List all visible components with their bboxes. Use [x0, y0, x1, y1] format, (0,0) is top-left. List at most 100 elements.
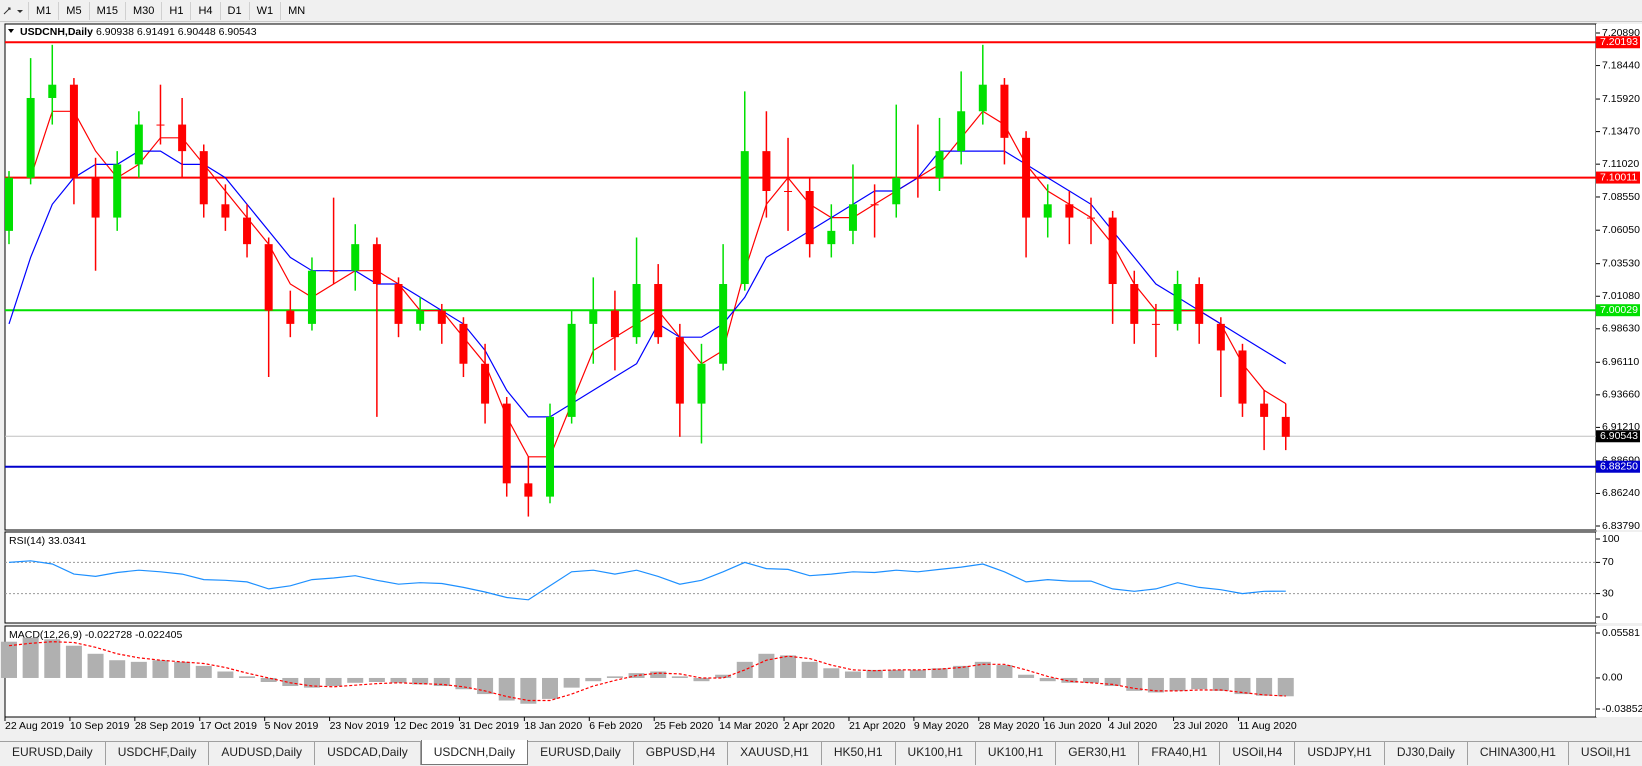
- symbol-tab[interactable]: FRA40,H1: [1139, 742, 1221, 765]
- macd-bar: [844, 671, 861, 678]
- macd-bar: [44, 639, 61, 678]
- symbol-tab[interactable]: UK100,H1: [896, 742, 976, 765]
- symbol-tab[interactable]: GER30,H1: [1056, 742, 1140, 765]
- timeframe-button[interactable]: W1: [248, 1, 281, 20]
- candle-body: [199, 151, 208, 205]
- candle-body: [178, 124, 187, 152]
- symbol-tab[interactable]: EURUSD,Daily: [528, 742, 634, 765]
- macd-bar: [715, 674, 732, 678]
- macd-bar: [390, 677, 407, 683]
- timeframe-button[interactable]: H4: [190, 1, 219, 20]
- candle-body: [437, 310, 446, 324]
- macd-bar: [1039, 677, 1056, 682]
- toolbar-icon[interactable]: [0, 2, 28, 20]
- y-tick-label: 7.01080: [1602, 290, 1640, 302]
- candle-body: [307, 270, 316, 324]
- moving-average: [8, 150, 1287, 418]
- candle-body: [762, 151, 771, 191]
- timeframe-button[interactable]: M30: [124, 1, 161, 20]
- candle-body: [1216, 323, 1225, 351]
- macd-bar: [152, 660, 169, 678]
- macd-bar: [931, 668, 948, 678]
- candle-body: [697, 363, 706, 404]
- timeframe-button[interactable]: M15: [88, 1, 125, 20]
- timeframe-button[interactable]: M5: [58, 1, 88, 20]
- macd-signal: [8, 641, 1286, 702]
- macd-bar: [1234, 677, 1251, 695]
- candle-body: [329, 270, 338, 272]
- y-tick-label: 30: [1602, 587, 1614, 599]
- level-label-box: [1596, 304, 1640, 317]
- candle-body: [372, 244, 381, 285]
- symbol-tab[interactable]: CHINA300,H1: [1468, 742, 1569, 765]
- symbol-tab[interactable]: XAUUSD,H1: [728, 742, 822, 765]
- macd-bar: [996, 665, 1013, 678]
- level-label-box: [1596, 460, 1640, 473]
- candle-body: [69, 84, 78, 178]
- candle-body: [589, 310, 598, 324]
- macd-bar: [1104, 677, 1121, 687]
- macd-bar: [498, 677, 515, 701]
- axis-area: [1596, 532, 1642, 623]
- candle-body: [286, 310, 295, 324]
- macd-bar: [974, 661, 991, 678]
- candle-body: [978, 84, 987, 112]
- x-tick-label: 6 Feb 2020: [589, 720, 642, 732]
- y-tick-label: 6.96110: [1602, 356, 1639, 368]
- toolbar: M1 M5 M15 M30 H1 H4 D1 W1 MN: [0, 0, 1642, 22]
- candle-body: [1087, 217, 1095, 219]
- y-tick-label: 0.00: [1602, 672, 1623, 684]
- candle-body: [48, 84, 57, 98]
- macd-bar: [433, 677, 450, 687]
- macd-bar: [823, 668, 840, 678]
- y-tick-label: 7.03530: [1602, 257, 1640, 269]
- candle-body: [524, 483, 533, 497]
- y-tick-label: 6.86240: [1602, 487, 1640, 499]
- macd-bar: [109, 660, 126, 678]
- macd-bar: [195, 665, 212, 678]
- timeframe-button[interactable]: D1: [219, 1, 249, 20]
- symbol-tab[interactable]: USDCHF,Daily: [106, 742, 210, 765]
- candle-body: [567, 323, 576, 417]
- chart: 7.20890 7.18440 7.15920 7.13470 7.11020 7.085…: [1, 23, 1642, 732]
- symbol-tab[interactable]: USDCAD,Daily: [315, 742, 421, 765]
- candle-body: [610, 310, 619, 338]
- candle-body: [351, 244, 360, 271]
- y-tick-label: 7.06050: [1602, 224, 1640, 236]
- candle-body: [805, 190, 814, 245]
- macd-bar: [1212, 677, 1229, 691]
- symbol-tab[interactable]: HK50,H1: [822, 742, 896, 765]
- x-tick-label: 9 May 2020: [914, 720, 969, 732]
- candle-body: [957, 111, 966, 152]
- candle-body: [1108, 217, 1117, 285]
- candle-body: [1130, 284, 1139, 324]
- symbol-tab[interactable]: GBPUSD,H4: [634, 742, 729, 765]
- symbol-tab[interactable]: USOil,H4: [1220, 742, 1296, 765]
- timeframe-button[interactable]: M1: [28, 1, 58, 20]
- symbol-tab[interactable]: USDCNH,Daily: [420, 740, 529, 765]
- macd-bar: [693, 677, 710, 682]
- symbol-tab[interactable]: UK100,H1: [976, 742, 1057, 765]
- macd-bar: [87, 653, 104, 678]
- symbol-tab[interactable]: USDJPY,H1: [1295, 742, 1385, 765]
- macd-bar: [1256, 677, 1273, 696]
- x-tick-label: 25 Feb 2020: [654, 720, 713, 732]
- macd-bar: [65, 645, 82, 678]
- symbol-tab[interactable]: AUDUSD,Daily: [209, 742, 316, 765]
- level-label-box: [1596, 36, 1640, 49]
- candle-body: [26, 97, 35, 178]
- candle-body: [1065, 204, 1074, 218]
- level-label: 7.20193: [1600, 36, 1638, 48]
- timeframe-button[interactable]: MN: [280, 1, 312, 20]
- macd-bar: [866, 669, 883, 678]
- symbol-tab[interactable]: DJ30,Daily: [1385, 742, 1468, 765]
- candle-body: [1000, 84, 1009, 138]
- y-tick-label: 6.91210: [1602, 421, 1640, 433]
- macd-bar: [368, 677, 385, 682]
- timeframe-button[interactable]: H1: [161, 1, 190, 20]
- candle-body: [1173, 284, 1182, 324]
- y-tick-label: 0.05581: [1602, 627, 1640, 639]
- symbol-tab[interactable]: EURUSD,Daily: [0, 742, 106, 765]
- symbol-tab[interactable]: USOil,H1: [1569, 742, 1642, 765]
